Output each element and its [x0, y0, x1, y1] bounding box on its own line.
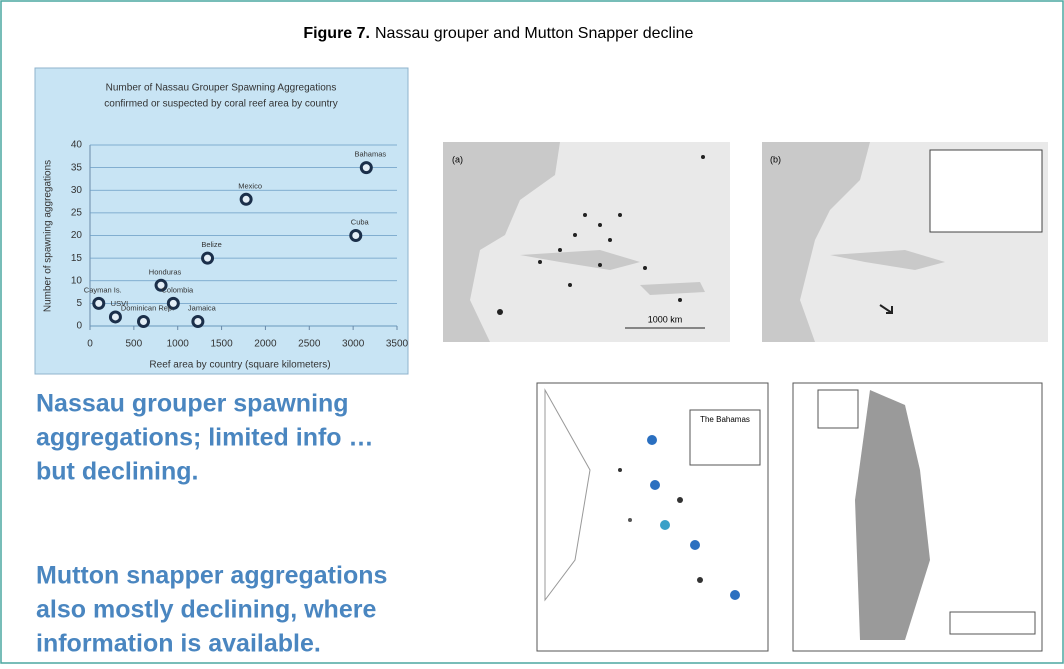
body-text: information is available. — [36, 630, 321, 658]
map-dots — [618, 435, 740, 600]
y-tick-label: 10 — [71, 275, 83, 286]
point-label: Cuba — [351, 217, 370, 226]
x-tick-label: 1500 — [210, 339, 233, 350]
map-dots — [497, 155, 705, 315]
point — [108, 310, 122, 324]
point-label: USVI — [111, 299, 129, 308]
point-label: Cayman Is. — [84, 285, 122, 294]
body-text: Mutton snapper aggregations — [36, 562, 387, 590]
point — [166, 296, 180, 310]
point — [92, 296, 106, 310]
y-tick-label: 20 — [71, 230, 83, 241]
land — [443, 142, 560, 342]
land — [520, 250, 705, 295]
point-label: Jamaica — [188, 303, 217, 312]
figure-title: Nassau grouper and Mutton Snapper declin… — [375, 25, 694, 42]
body-text: aggregations; limited info … — [36, 424, 374, 452]
map-label: (a) — [452, 154, 463, 164]
figure-label: Figure 7. — [303, 25, 370, 42]
x-tick-label: 2500 — [298, 339, 321, 350]
point — [201, 251, 215, 265]
map-title: The Bahamas — [700, 415, 750, 424]
y-tick-label: 25 — [71, 208, 83, 219]
y-tick-label: 35 — [71, 162, 83, 173]
x-tick-label: 3500 — [386, 339, 409, 350]
map-scale: 1000 km — [648, 314, 683, 324]
coast — [544, 388, 591, 602]
point — [191, 314, 205, 328]
y-axis-label: Number of spawning aggregations — [43, 160, 54, 312]
y-tick-label: 40 — [71, 140, 83, 151]
chart-title: Number of Nassau Grouper Spawning Aggreg… — [106, 83, 337, 94]
point — [239, 192, 253, 206]
land — [830, 250, 945, 270]
y-tick-label: 5 — [76, 298, 82, 309]
x-axis-label: Reef area by country (square kilometers) — [149, 360, 330, 371]
arrow — [879, 304, 893, 314]
chart-title: confirmed or suspected by coral reef are… — [104, 99, 337, 110]
land — [762, 142, 870, 342]
point-label: Bahamas — [354, 150, 386, 159]
point — [349, 229, 363, 242]
x-tick-label: 1000 — [167, 339, 190, 350]
y-tick-label: 15 — [71, 253, 83, 264]
x-tick-label: 3000 — [342, 339, 365, 350]
x-tick-label: 500 — [126, 339, 143, 350]
map-legend — [949, 611, 1036, 635]
body-text: but declining. — [36, 458, 199, 486]
map-label: (b) — [770, 154, 781, 164]
inset-map — [817, 389, 859, 429]
x-tick-label: 2000 — [254, 339, 277, 350]
x-tick-label: 0 — [87, 339, 93, 350]
point — [154, 278, 168, 292]
point-label: Belize — [201, 240, 221, 249]
land — [855, 390, 930, 640]
point-label: Colombia — [161, 285, 194, 294]
chart-panel — [34, 67, 409, 375]
point-label: Mexico — [238, 181, 262, 190]
inset-map — [929, 149, 1043, 233]
point — [137, 314, 151, 328]
body-text: Nassau grouper spawning — [36, 390, 349, 418]
y-tick-label: 30 — [71, 185, 83, 196]
map-legend — [689, 409, 761, 466]
y-tick-label: 0 — [76, 321, 82, 332]
point — [359, 161, 373, 175]
body-text: also mostly declining, where — [36, 596, 376, 624]
point-label: Dominican Rep. — [121, 303, 174, 312]
point-label: Honduras — [149, 267, 182, 276]
